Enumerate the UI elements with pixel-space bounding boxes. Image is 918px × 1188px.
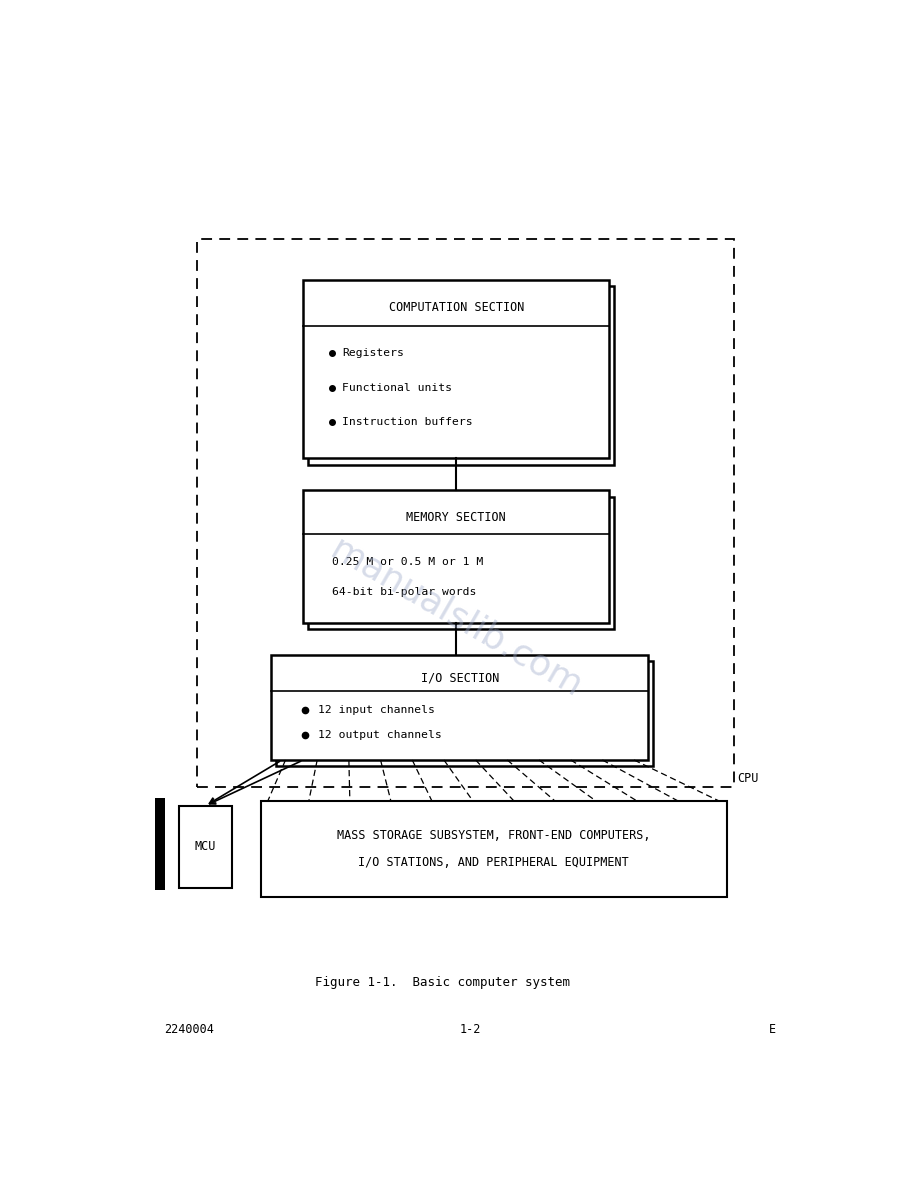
Text: 64-bit bi-polar words: 64-bit bi-polar words: [331, 587, 476, 596]
Text: 12 input channels: 12 input channels: [318, 704, 434, 715]
Text: MCU: MCU: [195, 840, 216, 853]
Bar: [308, 286, 614, 465]
Text: Functional units: Functional units: [342, 383, 453, 393]
Bar: [261, 801, 727, 897]
Text: Instruction buffers: Instruction buffers: [342, 417, 473, 428]
Bar: [196, 239, 733, 788]
Bar: [155, 798, 164, 890]
Text: 1-2: 1-2: [460, 1023, 481, 1036]
Text: MASS STORAGE SUBSYSTEM, FRONT-END COMPUTERS,: MASS STORAGE SUBSYSTEM, FRONT-END COMPUT…: [337, 829, 650, 842]
Text: MEMORY SECTION: MEMORY SECTION: [407, 511, 506, 524]
Text: manualslib.com: manualslib.com: [324, 532, 588, 704]
Bar: [303, 491, 610, 623]
Text: 0.25 M or 0.5 M or 1 M: 0.25 M or 0.5 M or 1 M: [331, 556, 483, 567]
Text: COMPUTATION SECTION: COMPUTATION SECTION: [388, 301, 524, 314]
Text: 12 output channels: 12 output channels: [318, 731, 442, 740]
Text: CPU: CPU: [737, 772, 758, 785]
Text: I/O SECTION: I/O SECTION: [420, 671, 499, 684]
Text: I/O STATIONS, AND PERIPHERAL EQUIPMENT: I/O STATIONS, AND PERIPHERAL EQUIPMENT: [358, 857, 629, 870]
Bar: [308, 497, 614, 630]
Text: E: E: [769, 1023, 777, 1036]
Text: 2240004: 2240004: [164, 1023, 215, 1036]
Text: Figure 1-1.  Basic computer system: Figure 1-1. Basic computer system: [315, 975, 569, 988]
Bar: [179, 805, 232, 889]
Text: Registers: Registers: [342, 348, 404, 358]
Bar: [276, 662, 654, 766]
Bar: [272, 655, 648, 760]
Bar: [303, 279, 610, 459]
